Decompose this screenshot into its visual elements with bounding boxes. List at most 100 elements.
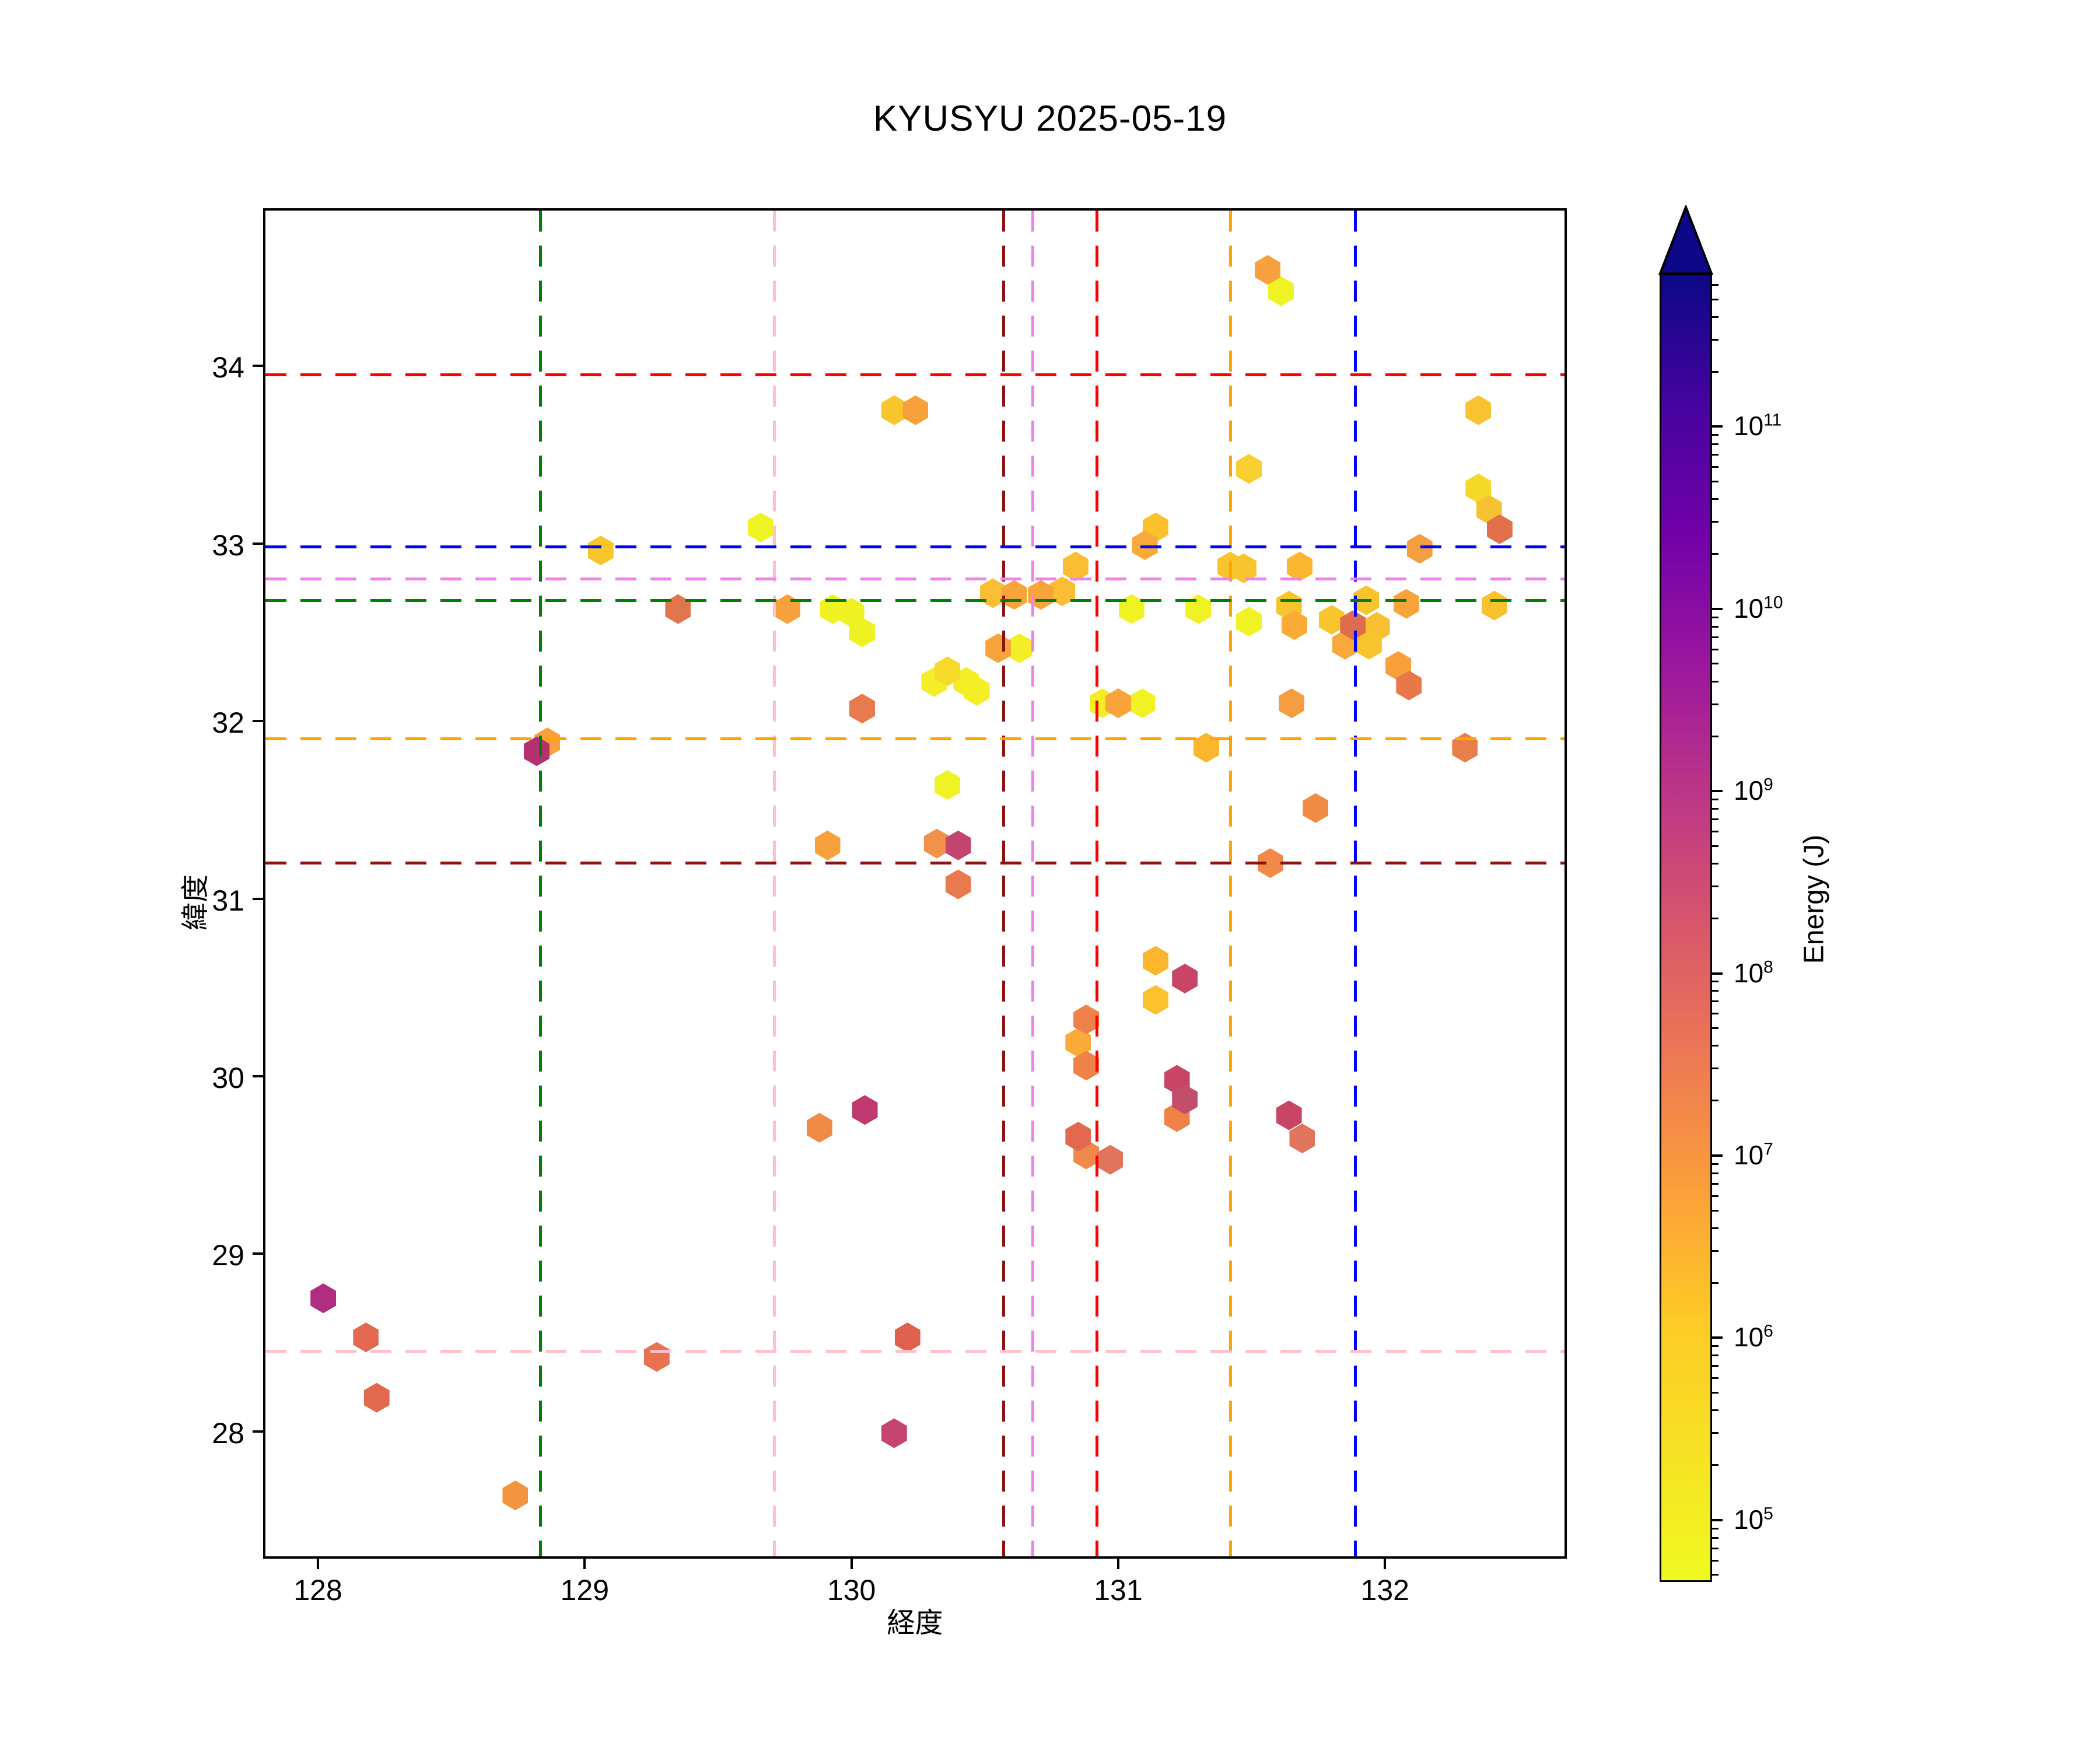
- hexagon-marker: [881, 1418, 907, 1448]
- colorbar-minor-tick: [1712, 1464, 1718, 1466]
- colorbar-minor-tick: [1712, 443, 1718, 446]
- colorbar-tick: [1712, 790, 1723, 793]
- colorbar-minor-tick: [1712, 1045, 1718, 1047]
- hexagon-marker: [935, 770, 961, 800]
- hexagon-marker: [985, 633, 1012, 663]
- horizontal-dashed-line: [265, 545, 1564, 549]
- colorbar-minor-tick: [1712, 1391, 1718, 1394]
- horizontal-dashed-line: [265, 862, 1564, 865]
- x-tick-label: 129: [560, 1574, 610, 1606]
- hexagon-marker: [849, 617, 875, 648]
- hexagon-marker: [363, 1382, 390, 1413]
- colorbar-minor-tick: [1712, 1282, 1718, 1284]
- hexagon-marker: [1129, 688, 1156, 719]
- colorbar-minor-tick: [1712, 798, 1718, 800]
- hexagon-marker: [1001, 580, 1027, 610]
- colorbar-minor-tick: [1712, 1574, 1718, 1576]
- colorbar-minor-tick: [1712, 680, 1718, 682]
- y-tick-label: 33: [212, 528, 244, 562]
- hexagon-marker: [1303, 793, 1329, 823]
- hexagon-marker: [1276, 1100, 1302, 1130]
- hexagon-marker: [1481, 590, 1507, 621]
- colorbar-tick-label: 109: [1734, 775, 1773, 806]
- y-tick-label: 34: [212, 351, 244, 384]
- vertical-dashed-line: [539, 211, 542, 1556]
- colorbar-minor-tick: [1712, 990, 1718, 992]
- colorbar-minor-tick: [1712, 886, 1718, 888]
- hexagon-marker: [1393, 589, 1419, 619]
- colorbar-minor-tick: [1712, 454, 1718, 456]
- hexagon-marker: [1062, 551, 1088, 582]
- y-axis-label: 緯度: [180, 874, 211, 931]
- hexagon-marker: [748, 512, 774, 542]
- colorbar-extend-arrow: [1658, 205, 1713, 275]
- x-tick-label: 128: [293, 1574, 342, 1606]
- colorbar-minor-tick: [1712, 1209, 1718, 1212]
- colorbar-tick: [1712, 1518, 1723, 1521]
- colorbar-minor-tick: [1712, 480, 1718, 482]
- colorbar-minor-tick: [1712, 1195, 1718, 1197]
- colorbar-minor-tick: [1712, 298, 1718, 300]
- colorbar-minor-tick: [1712, 1547, 1718, 1549]
- colorbar-tick-label: 108: [1734, 957, 1773, 988]
- hexagon-marker: [814, 830, 841, 860]
- chart-title: KYUSYU 2025-05-19: [873, 99, 1227, 139]
- y-tick-label: 31: [212, 884, 244, 917]
- x-axis-label: 経度: [887, 1608, 943, 1639]
- colorbar-minor-tick: [1712, 1163, 1718, 1165]
- colorbar: [1660, 274, 1712, 1582]
- colorbar-tick: [1712, 972, 1723, 975]
- x-tick-label: 131: [1094, 1574, 1143, 1606]
- colorbar-minor-tick: [1712, 1559, 1718, 1562]
- hexagon-marker: [849, 694, 875, 724]
- y-tick-label: 29: [212, 1239, 244, 1272]
- colorbar-minor-tick: [1712, 636, 1718, 638]
- colorbar-minor-tick: [1712, 338, 1718, 341]
- hexagon-marker: [1236, 454, 1262, 484]
- colorbar-tick-label: 105: [1734, 1504, 1773, 1535]
- colorbar-minor-tick: [1712, 1527, 1718, 1530]
- y-tick: [253, 542, 263, 545]
- colorbar-tick-label: 106: [1734, 1322, 1773, 1353]
- hexagon-marker: [1132, 530, 1158, 561]
- y-tick: [253, 1252, 263, 1255]
- colorbar-minor-tick: [1712, 284, 1718, 286]
- colorbar-tick: [1712, 1154, 1723, 1157]
- y-tick: [253, 1430, 263, 1433]
- colorbar-tick: [1712, 425, 1723, 428]
- x-tick: [1116, 1559, 1119, 1569]
- vertical-dashed-line: [1031, 211, 1035, 1556]
- colorbar-minor-tick: [1712, 625, 1718, 628]
- colorbar-minor-tick: [1712, 1432, 1718, 1434]
- hexagon-marker: [502, 1480, 528, 1511]
- colorbar-label: Energy (J): [1798, 834, 1830, 964]
- y-tick-label: 28: [212, 1416, 244, 1450]
- hexagon-marker: [1465, 395, 1492, 425]
- colorbar-minor-tick: [1712, 918, 1718, 920]
- y-tick: [253, 1075, 263, 1077]
- colorbar-minor-tick: [1712, 370, 1718, 373]
- hexagon-marker: [1142, 946, 1168, 976]
- y-tick-label: 30: [212, 1062, 244, 1094]
- hexagon-marker: [1172, 1084, 1198, 1115]
- colorbar-minor-tick: [1712, 466, 1718, 468]
- colorbar-minor-tick: [1712, 1250, 1718, 1252]
- vertical-dashed-line: [1002, 211, 1005, 1556]
- colorbar-minor-tick: [1712, 434, 1718, 436]
- colorbar-minor-tick: [1712, 553, 1718, 555]
- colorbar-minor-tick: [1712, 1027, 1718, 1030]
- hexagon-marker: [1172, 964, 1198, 994]
- vertical-dashed-line: [1095, 211, 1098, 1556]
- colorbar-minor-tick: [1712, 1354, 1718, 1357]
- horizontal-dashed-line: [265, 577, 1564, 580]
- hexagon-marker: [945, 869, 971, 900]
- hexagon-marker: [1105, 688, 1131, 719]
- y-tick: [253, 720, 263, 723]
- vertical-dashed-line: [1228, 211, 1232, 1556]
- hexagon-marker: [806, 1112, 832, 1143]
- vertical-dashed-line: [1354, 211, 1357, 1556]
- hexagon-marker: [353, 1322, 379, 1353]
- horizontal-dashed-line: [265, 1350, 1564, 1353]
- colorbar-minor-tick: [1712, 1000, 1718, 1003]
